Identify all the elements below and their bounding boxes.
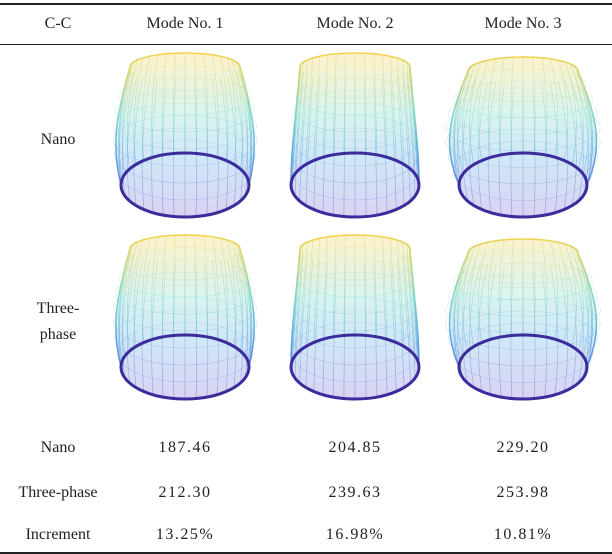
cell-value: 187.46 (159, 439, 212, 457)
row-label: Nano (41, 439, 76, 457)
column-header: Mode No. 2 (317, 15, 394, 33)
mode-shape (105, 227, 265, 417)
row-label: Three-phase (18, 484, 97, 502)
cell-value: 10.81% (494, 526, 552, 544)
cell-value: 239.63 (329, 484, 382, 502)
row-label: Three-phase (28, 296, 88, 348)
cell-value: 212.30 (159, 484, 212, 502)
cell-value: 229.20 (497, 439, 550, 457)
mode-shape (443, 45, 603, 235)
column-header: Mode No. 3 (485, 15, 562, 33)
mode-shape (275, 227, 435, 417)
row-label: Nano (28, 127, 88, 153)
column-header: Mode No. 1 (147, 15, 224, 33)
mode-shape (443, 227, 603, 417)
column-header: C-C (45, 15, 72, 33)
table-page: C-C Mode No. 1 Mode No. 2 Mode No. 3 Nano Th… (0, 0, 612, 554)
top-rule (0, 3, 612, 5)
cell-value: 13.25% (156, 526, 214, 544)
cell-value: 16.98% (326, 526, 384, 544)
row-label: Increment (26, 526, 91, 544)
cell-value: 204.85 (329, 439, 382, 457)
mode-shape (275, 45, 435, 235)
cell-value: 253.98 (497, 484, 550, 502)
mode-shape (105, 45, 265, 235)
